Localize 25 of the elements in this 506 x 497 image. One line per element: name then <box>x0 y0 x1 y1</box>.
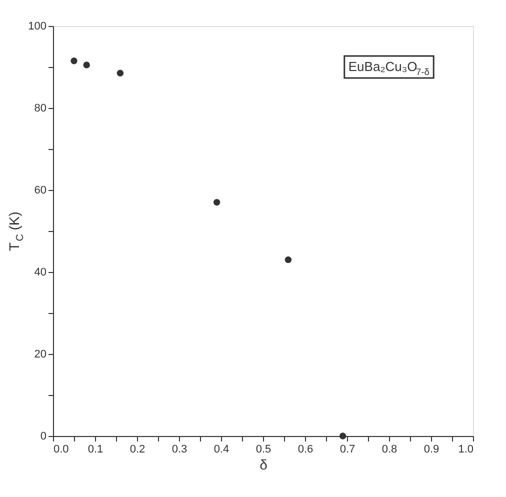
x-tick-label: 1.0 <box>458 444 474 456</box>
x-axis-title: δ <box>260 456 268 472</box>
x-tick-label: 0.8 <box>382 444 398 456</box>
x-tick-label: 0.1 <box>88 444 104 456</box>
point <box>284 256 292 264</box>
y-tick-label: 100 <box>28 20 46 32</box>
x-tick-label: 0.4 <box>214 444 230 456</box>
x-tick-label: 0.7 <box>340 444 356 456</box>
x-tick-label: 0.2 <box>130 444 146 456</box>
point <box>83 62 90 68</box>
y-tick-label: 0 <box>40 430 46 442</box>
x-tick-label: 0.5 <box>256 444 272 456</box>
y-tick-label: 60 <box>34 184 46 196</box>
point <box>213 198 220 206</box>
point <box>116 70 124 76</box>
y-axis-title: TC (K) <box>6 212 26 252</box>
point <box>70 58 78 64</box>
x-tick-label: 0.6 <box>298 444 314 456</box>
x-tick-label: 0.3 <box>172 444 188 456</box>
x-tick-label: 0.0 <box>54 444 69 456</box>
y-tick-label: 40 <box>34 266 46 278</box>
point <box>339 432 346 440</box>
y-tick-label: 20 <box>34 348 46 360</box>
x-tick-label: 0.9 <box>424 444 440 456</box>
y-tick-label: 80 <box>34 102 46 114</box>
